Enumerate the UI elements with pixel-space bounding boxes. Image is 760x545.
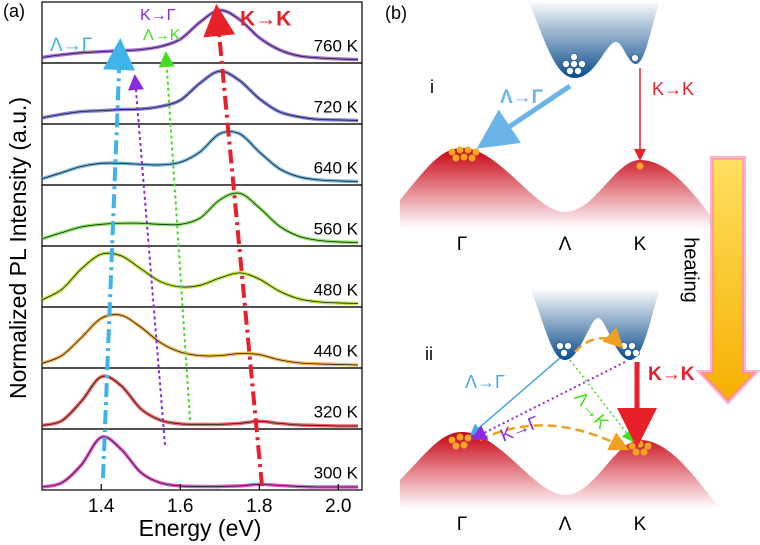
panel-label: i: [430, 77, 434, 97]
conduction-band: [528, 0, 660, 78]
annotations: Λ→Γ K→Γ Λ→K K→K: [50, 7, 291, 56]
series-label: 320 K: [314, 402, 359, 421]
annotation: Λ→K: [143, 27, 181, 44]
scattering-arrows: [479, 327, 630, 451]
valence-band: [400, 432, 720, 508]
valley-label: Γ: [457, 514, 467, 535]
holes: [448, 146, 644, 170]
spectrum: [41, 129, 359, 184]
fit-line: [41, 436, 359, 488]
transition-arrow: [470, 361, 626, 440]
fit-line: [41, 70, 359, 121]
guide-lines: [101, 4, 264, 487]
fit-line: [41, 9, 359, 60]
transition-label: Λ→Γ: [500, 87, 544, 108]
electrons: [562, 53, 639, 75]
transition-label: Λ→K: [570, 387, 612, 432]
valley-label: K: [634, 234, 647, 255]
panel-label: (a): [3, 1, 25, 21]
spectrum: [41, 69, 359, 123]
x-tick-label: 1.8: [246, 496, 272, 517]
valley-label: Λ: [559, 514, 572, 535]
valence-band: [400, 148, 720, 228]
valley-label: Γ: [457, 234, 467, 255]
transition-label: K→K: [652, 79, 694, 99]
series-label: 640 K: [314, 158, 359, 177]
y-axis-label: Normalized PL Intensity (a.u.): [5, 97, 31, 399]
fit-line: [41, 314, 359, 366]
annotation: K→Γ: [140, 7, 176, 24]
spectrum: [41, 374, 359, 428]
valley-label: K: [634, 514, 647, 535]
plot: 760 K 720 K 640 K 560 K 480 K 440 K 320 K 300 K…: [41, 1, 363, 517]
series-label: 760 K: [314, 36, 359, 55]
annotation: Λ→Γ: [50, 35, 92, 56]
transition-arrow: [569, 359, 634, 443]
spectrum: [41, 312, 359, 367]
transition-arrow: [476, 83, 572, 149]
panel-label: (b): [385, 3, 407, 23]
guide-line: [101, 38, 136, 479]
guide-line: [158, 51, 191, 421]
x-tick-label: 1.6: [167, 496, 193, 517]
series-label: 480 K: [314, 280, 359, 299]
annotation: K→K: [240, 8, 291, 31]
series-label: 720 K: [314, 97, 359, 116]
x-axis-label: Energy (eV): [139, 515, 262, 541]
transition-label: Λ→Γ: [465, 372, 505, 392]
spectrum: [41, 251, 359, 306]
fit-line: [41, 252, 359, 304]
x-tick-label: 2.0: [325, 496, 351, 517]
fit-line: [41, 192, 359, 243]
heating-arrow: [695, 156, 760, 405]
transition-arrow: [469, 357, 561, 436]
panel-label: ii: [425, 344, 433, 364]
series-label: 440 K: [314, 341, 359, 360]
transition-label: K→K: [648, 364, 695, 385]
heating-label: heating: [680, 237, 702, 303]
transition-label: K→Γ: [497, 412, 542, 446]
spectrum: [41, 435, 359, 489]
subplot-frame: [41, 428, 363, 491]
guide-line: [128, 74, 166, 446]
valley-label: Λ: [559, 234, 572, 255]
x-tick-label: 1.4: [88, 496, 115, 517]
fit-line: [41, 375, 359, 427]
guide-line: [203, 4, 264, 487]
guide-lines: [128, 51, 191, 446]
series-label: 560 K: [314, 219, 359, 238]
conduction-band: [530, 288, 660, 360]
fit-line: [41, 131, 359, 182]
electrons: [556, 342, 640, 357]
series-label: 300 K: [314, 463, 359, 482]
